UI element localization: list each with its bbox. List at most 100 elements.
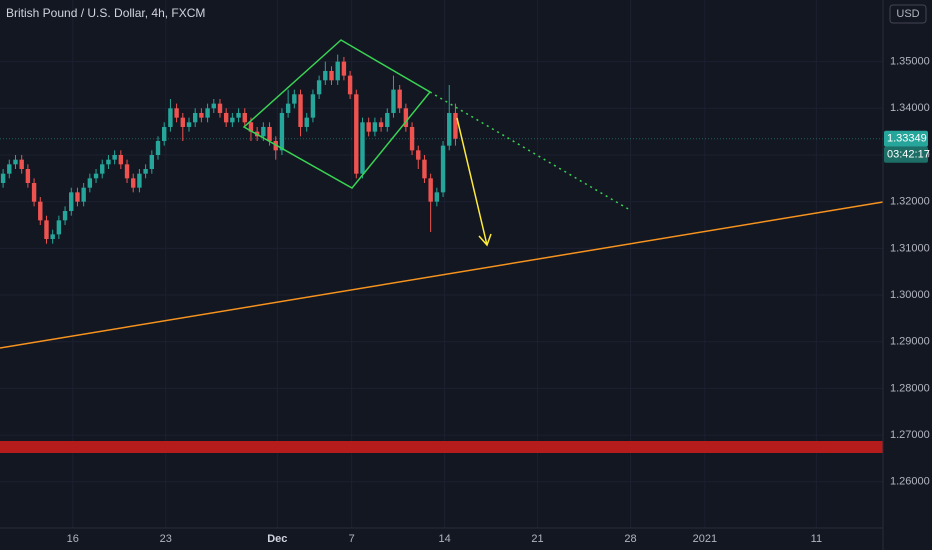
candle-body (44, 220, 49, 240)
candle-body (205, 108, 210, 118)
candle-body (217, 103, 223, 113)
candle-body (56, 220, 62, 235)
candle-body (335, 61, 340, 81)
candle-body (230, 117, 235, 123)
candle-body (385, 112, 390, 127)
x-tick-label: 16 (67, 533, 79, 545)
candle-body (155, 140, 161, 155)
candle-body (180, 117, 185, 127)
candle-body (149, 154, 155, 169)
candle-body (397, 89, 402, 109)
candle-body (93, 173, 99, 179)
candle-body (329, 70, 334, 81)
candle-body (223, 112, 229, 123)
candle-body (422, 159, 427, 179)
candle-body (199, 112, 204, 118)
y-tick-label: 1.31000 (890, 242, 930, 254)
y-tick-label: 1.29000 (890, 336, 930, 348)
currency-button[interactable] (889, 4, 927, 24)
candle-body (211, 103, 216, 109)
candle-body (112, 154, 117, 160)
candle-body (75, 192, 80, 202)
currency[interactable]: USD (896, 8, 919, 20)
candle-body (87, 178, 93, 188)
candle-body (310, 94, 316, 118)
y-tick-label: 1.32000 (890, 196, 930, 208)
trend-line (0, 201, 884, 349)
candle-body (416, 150, 421, 160)
x-tick-label: 2021 (693, 533, 717, 545)
candle-body (323, 70, 328, 81)
candle-body (372, 122, 378, 132)
x-tick-label: 14 (438, 533, 450, 545)
candle-body (186, 122, 192, 127)
y-tick-label: 1.30000 (890, 289, 930, 301)
y-tick-label: 1.26000 (890, 476, 930, 488)
candle-body (292, 94, 297, 104)
y-tick-label: 1.35000 (890, 56, 930, 68)
candle-body (106, 159, 111, 165)
x-tick-label: 23 (160, 533, 172, 545)
x-tick-label: 21 (531, 533, 543, 545)
candle-body (192, 112, 198, 123)
candle-body (13, 159, 18, 165)
countdown: 03:42:17 (887, 149, 930, 161)
candle-body (236, 112, 241, 118)
y-tick-label: 1.34000 (890, 102, 930, 114)
candle-body (38, 201, 43, 221)
candle-body (409, 126, 415, 151)
candle-body (118, 154, 124, 165)
candle-body (378, 122, 384, 127)
candle-body (298, 94, 303, 127)
candle-body (137, 173, 142, 188)
arrow-head (478, 233, 492, 247)
y-tick-label: 1.28000 (890, 382, 930, 394)
candle-body (341, 61, 347, 76)
candle-body (453, 112, 458, 139)
candle-body (354, 94, 359, 174)
y-tick-label: 1.27000 (890, 429, 930, 441)
candle-body (360, 122, 365, 174)
candle-body (19, 159, 24, 169)
candle-body (50, 234, 55, 240)
candle-body (347, 75, 353, 95)
candle-body (100, 164, 105, 174)
candle-body (391, 89, 396, 113)
candle-body (403, 108, 409, 127)
candle-body (285, 103, 291, 113)
candle-body (69, 192, 74, 212)
countdown-box (884, 146, 928, 163)
candle-body (366, 122, 371, 132)
price-label-box (884, 130, 928, 147)
candles (0, 54, 458, 244)
projection-line (429, 91, 631, 211)
x-tick-label: 7 (349, 533, 355, 545)
arrow (456, 117, 488, 246)
candle-body (242, 112, 247, 123)
candle-body (124, 164, 130, 179)
candle-body (304, 117, 309, 127)
candle-body (162, 126, 167, 141)
grid (0, 0, 883, 528)
candle-body (31, 183, 37, 202)
support-zone (0, 441, 883, 453)
candle-body (62, 211, 68, 221)
candle-body (428, 178, 433, 202)
candle-body (248, 122, 254, 132)
chart-title: British Pound / U.S. Dollar, 4h, FXCM (6, 6, 205, 20)
x-tick-label: 11 (811, 533, 822, 545)
x-tick-label: Dec (267, 533, 287, 545)
candle-body (25, 168, 31, 184)
candle-body (434, 192, 440, 202)
x-tick-label: 28 (624, 533, 636, 545)
candle-body (279, 112, 285, 151)
candle-body (447, 112, 452, 146)
candle-body (168, 108, 173, 127)
candle-body (81, 187, 86, 202)
candle-body (131, 178, 136, 188)
candle-body (7, 164, 12, 174)
candle-body (440, 145, 446, 193)
axes: 1.26000 1.27000 1.28000 1.29000 1.30000 1.310… (67, 56, 930, 545)
